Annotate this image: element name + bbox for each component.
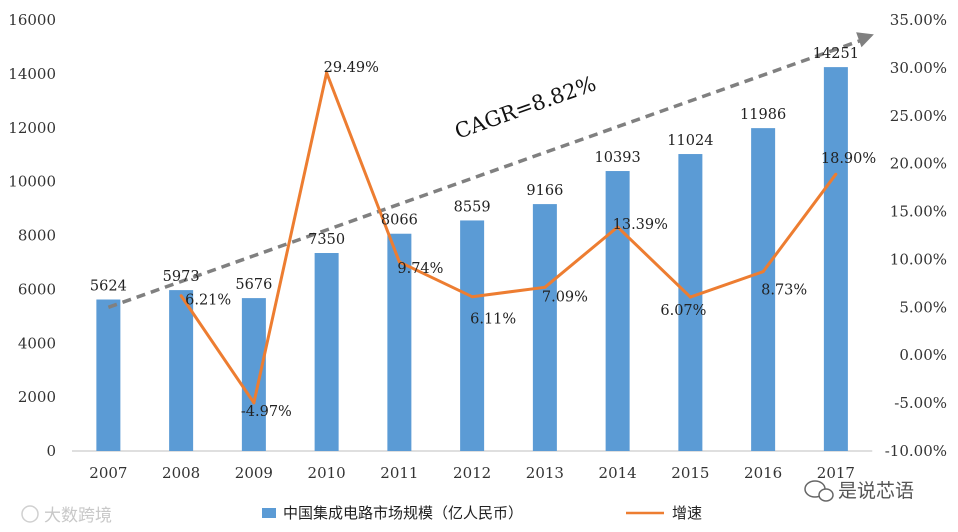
rate-point (761, 270, 765, 274)
left-axis-tick-label: 12000 (8, 119, 56, 137)
x-axis-tick-label: 2013 (526, 464, 564, 482)
rate-value-label: 18.90% (821, 151, 876, 167)
bar-value-label: 5624 (90, 279, 127, 295)
rate-value-labels: 6.21% -4.97% 29.49% 9.74% 6.11% 7.09% 13.39% 6.… (185, 60, 876, 420)
rate-point (688, 295, 692, 299)
rate-value-label: 6.21% (185, 293, 231, 309)
right-axis-tick-label: 25.00% (890, 107, 947, 125)
bar-series (96, 67, 848, 452)
left-axis-tick-label: 16000 (8, 11, 56, 29)
watermark-right-text: 是说芯语 (838, 480, 914, 502)
bar (751, 128, 776, 451)
rate-value-label: 6.11% (470, 312, 516, 328)
x-axis-tick-label: 2008 (162, 464, 200, 482)
left-axis-tick-label: 2000 (18, 388, 56, 406)
right-axis-tick-label: -10.00% (885, 442, 947, 460)
rate-value-label: 8.73% (761, 283, 807, 299)
rate-value-label: 6.07% (660, 303, 706, 319)
rate-series (179, 71, 838, 405)
left-axis-tick-label: 14000 (8, 65, 56, 83)
bar (241, 298, 266, 451)
right-axis-tick-label: -5.00% (894, 394, 947, 412)
right-axis-tick-label: 20.00% (890, 155, 947, 173)
x-axis-tick-label: 2009 (235, 464, 273, 482)
rate-point (179, 294, 183, 298)
bar-value-label: 11024 (667, 133, 713, 149)
left-axis-tick-label: 4000 (18, 334, 56, 352)
bar (678, 154, 703, 451)
x-axis-tick-label: 2007 (89, 464, 127, 482)
rate-point (252, 401, 256, 405)
bar-value-label: 10393 (595, 150, 641, 166)
bar-value-label: 5973 (163, 269, 200, 285)
x-axis-tick-label: 2010 (308, 464, 346, 482)
left-axis-tick-label: 0 (46, 442, 56, 460)
cagr-label: CAGR=8.82% (452, 71, 600, 143)
bar (96, 299, 121, 451)
rate-value-label: 29.49% (324, 60, 379, 76)
bar (605, 171, 630, 451)
left-axis-tick-label: 6000 (18, 280, 56, 298)
x-axis-tick-label: 2017 (817, 464, 855, 482)
cagr-arrow-head (856, 32, 874, 48)
legend: 中国集成电路市场规模（亿人民币） 增速 (262, 504, 702, 522)
rate-point (834, 172, 838, 176)
rate-line (179, 71, 838, 405)
legend-line-label: 增速 (672, 504, 702, 522)
cagr-arrow-line (107, 37, 865, 309)
x-axis-tick-label: 2016 (744, 464, 782, 482)
bar (314, 253, 339, 451)
rate-value-label: 9.74% (397, 261, 443, 277)
bar (169, 290, 194, 451)
watermark-right: 是说芯语 (804, 480, 914, 502)
wechat-icon-small (818, 488, 834, 502)
rate-point (616, 225, 620, 229)
x-axis-tick-label: 2011 (380, 464, 418, 482)
bar (387, 233, 412, 451)
rate-value-label: -4.97% (241, 404, 292, 420)
rate-point (325, 71, 329, 75)
rate-value-label: 13.39% (613, 217, 668, 233)
bar-value-label: 8559 (454, 199, 491, 215)
right-axis-tick-label: 35.00% (890, 11, 947, 29)
right-axis-tick-label: 0.00% (899, 346, 947, 364)
bar-value-label: 11986 (740, 107, 786, 123)
legend-bar-swatch (262, 508, 276, 518)
rate-point (470, 295, 474, 299)
x-axis-tick-label: 2014 (599, 464, 637, 482)
bar-value-label: 8066 (381, 213, 418, 229)
rate-point (543, 285, 547, 289)
bar (823, 67, 848, 452)
bar-value-label: 9166 (526, 183, 563, 199)
right-axis-tick-label: 10.00% (890, 250, 947, 268)
bar-value-label: 5676 (235, 277, 272, 293)
bar-value-labels: 5624 5973 5676 7350 8066 8559 9166 10393 11024 11… (90, 46, 859, 294)
watermark-left-text: 大数跨境 (44, 506, 112, 526)
x-axis-tick-label: 2015 (671, 464, 709, 482)
right-axis-tick-label: 30.00% (890, 59, 947, 77)
watermark-logo-icon (21, 505, 39, 523)
bar (460, 220, 485, 451)
left-y-axis: 0 2000 4000 6000 8000 10000 12000 14000 16000 (8, 11, 56, 460)
right-y-axis: -10.00% -5.00% 0.00% 5.00% 10.00% 15.00% 20.00… (885, 11, 947, 460)
bar (532, 204, 557, 451)
watermark-left: 大数跨境 (21, 505, 112, 526)
left-axis-tick-label: 10000 (8, 173, 56, 191)
left-axis-tick-label: 8000 (18, 227, 56, 245)
x-axis: 2007 2008 2009 2010 2011 2012 2013 2014 2015 2016… (72, 450, 873, 482)
legend-bar-label: 中国集成电路市场规模（亿人民币） (283, 504, 523, 522)
rate-point (397, 260, 401, 264)
rate-value-label: 7.09% (542, 289, 588, 305)
right-axis-tick-label: 15.00% (890, 203, 947, 221)
bar-value-label: 14251 (813, 46, 859, 62)
bar-value-label: 7350 (308, 232, 345, 248)
x-axis-tick-label: 2012 (453, 464, 491, 482)
right-axis-tick-label: 5.00% (899, 298, 947, 316)
